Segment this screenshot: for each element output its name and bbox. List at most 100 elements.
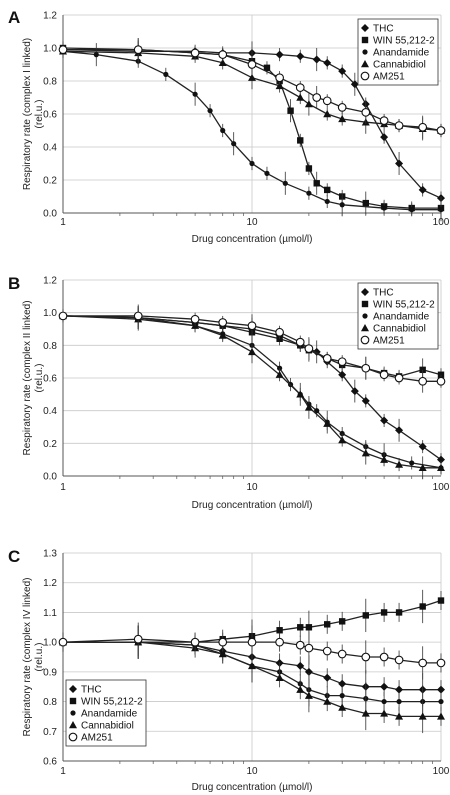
x-tick-label: 100 xyxy=(433,482,450,493)
data-point xyxy=(379,116,389,125)
data-point xyxy=(380,133,389,142)
data-point xyxy=(296,390,305,398)
chart-panel-C: 0.6 0.7 0.8 0.9 1.0 1.1 1.2 1.3 1 10 100 C Drug conc… xyxy=(8,547,450,793)
data-point xyxy=(419,603,426,610)
data-point xyxy=(437,455,445,464)
legend-entry: WIN 55,212-2 xyxy=(373,36,435,47)
legend-entry: AM251 xyxy=(373,336,405,347)
data-point xyxy=(339,202,345,208)
data-point xyxy=(418,463,427,472)
legend-marker xyxy=(68,732,78,742)
y-axis-label: Respiratory rate (complex IV linked) xyxy=(22,578,33,737)
y-tick-label: 1.2 xyxy=(43,11,57,22)
data-point xyxy=(312,55,321,64)
data-point xyxy=(323,419,332,427)
data-point xyxy=(247,637,257,647)
y-tick-label: 1.2 xyxy=(43,578,57,589)
data-point xyxy=(305,165,313,172)
data-point xyxy=(275,370,284,378)
data-point xyxy=(437,597,445,604)
data-point xyxy=(295,83,305,92)
data-point xyxy=(322,354,332,363)
data-point xyxy=(304,691,313,699)
legend-marker xyxy=(361,288,369,296)
y-tick-label: 0.6 xyxy=(43,110,57,121)
data-point xyxy=(418,442,427,451)
legend-box xyxy=(357,282,439,350)
data-point xyxy=(380,709,389,717)
data-point xyxy=(314,408,320,414)
data-point xyxy=(322,646,332,656)
data-point xyxy=(207,108,213,114)
data-point xyxy=(394,121,404,130)
data-point xyxy=(379,370,389,380)
data-point xyxy=(338,67,347,76)
legend-marker xyxy=(360,335,370,345)
data-point xyxy=(381,205,387,211)
legend-entry: AM251 xyxy=(81,733,113,744)
x-axis-label: Drug concentration (µmol/l) xyxy=(192,782,313,793)
data-point xyxy=(163,71,169,77)
data-point xyxy=(380,682,389,691)
panel-label: B xyxy=(8,274,20,293)
data-point xyxy=(394,373,404,383)
data-point xyxy=(58,637,68,647)
data-point xyxy=(190,637,200,647)
data-point xyxy=(296,93,305,101)
y-tick-label: 0.6 xyxy=(43,374,57,385)
data-point xyxy=(282,180,288,186)
data-point xyxy=(287,107,294,114)
series-line xyxy=(62,48,442,199)
data-point xyxy=(324,621,331,628)
legend-marker xyxy=(69,685,77,693)
data-point xyxy=(295,640,305,650)
data-point xyxy=(395,712,404,720)
data-point xyxy=(324,198,330,205)
data-point xyxy=(409,460,415,466)
data-point xyxy=(296,661,305,670)
data-point xyxy=(338,114,347,123)
data-point xyxy=(248,347,256,356)
legend-marker xyxy=(361,36,369,44)
data-point xyxy=(438,207,444,213)
data-point xyxy=(304,403,313,411)
data-point xyxy=(437,463,445,472)
data-point xyxy=(322,96,332,106)
data-point xyxy=(361,107,371,117)
data-point xyxy=(276,627,283,634)
data-point xyxy=(395,685,404,694)
data-point xyxy=(362,612,369,619)
legend-entry: Anandamide xyxy=(373,48,430,59)
data-point xyxy=(275,73,284,83)
panel-label: A xyxy=(8,8,20,27)
data-point xyxy=(231,141,237,147)
data-point xyxy=(395,426,404,435)
x-tick-label: 10 xyxy=(246,482,258,493)
legend-marker xyxy=(69,697,77,705)
data-point xyxy=(437,685,445,694)
y-tick-label: 0.2 xyxy=(43,176,57,187)
data-point xyxy=(362,199,369,207)
x-axis-label: Drug concentration (µmol/l) xyxy=(192,234,313,245)
data-point xyxy=(58,311,68,321)
data-point xyxy=(263,64,271,71)
data-point xyxy=(338,370,347,379)
data-point xyxy=(396,698,402,705)
legend-marker xyxy=(362,49,368,55)
x-tick-label: 1 xyxy=(60,217,66,228)
data-point xyxy=(418,122,428,132)
data-point xyxy=(337,357,347,367)
data-point xyxy=(418,712,427,720)
data-point xyxy=(275,673,284,681)
y-tick-label: 1.3 xyxy=(43,549,57,560)
data-point xyxy=(312,93,322,102)
data-point xyxy=(419,366,426,374)
chart-panel-A: 0.0 0.2 0.4 0.6 0.8 1.0 1.2 1 10 100 A Drug concent… xyxy=(8,8,450,245)
legend-entry: Anandamide xyxy=(81,709,138,720)
data-point xyxy=(323,673,332,682)
data-point xyxy=(306,190,312,196)
data-point xyxy=(437,712,445,720)
legend-entry: Anandamide xyxy=(373,312,430,323)
data-point xyxy=(379,652,389,662)
legend-marker xyxy=(70,710,76,716)
